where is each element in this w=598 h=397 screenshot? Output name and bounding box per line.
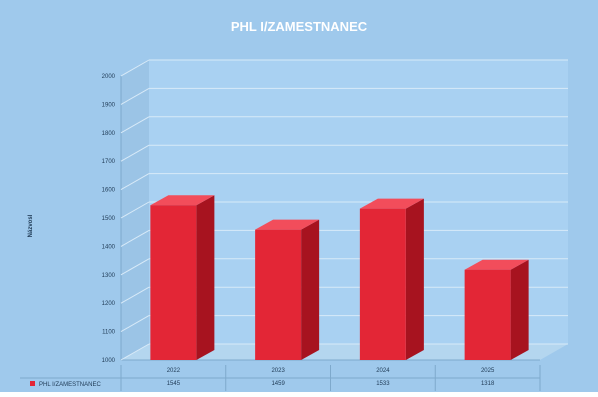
y-tick-label: 1800	[102, 131, 116, 137]
y-grid-depth-line	[120, 173, 150, 191]
x-tick-label: 2025	[481, 368, 495, 374]
bar-side-2022	[196, 195, 215, 360]
y-tick-label: 1900	[102, 102, 116, 108]
plot-floor	[121, 344, 568, 360]
data-table-value: 1545	[167, 381, 181, 387]
x-tick-label: 2023	[271, 368, 285, 374]
data-table-value: 1533	[376, 381, 390, 387]
bar-2023	[255, 229, 302, 360]
data-table-value: 1459	[271, 381, 285, 387]
legend-swatch	[30, 381, 35, 386]
data-table: 1545 1459 1533 1318 PHL I/ZAMESTNANEC	[20, 365, 541, 391]
y-grid-depth-line	[120, 343, 150, 361]
chart-title: PHL I/ZAMESTNANEC	[231, 19, 368, 34]
y-grid-depth-line	[120, 87, 150, 105]
y-grid-depth-line	[120, 59, 150, 77]
y-grid-depth-line	[120, 229, 150, 247]
bar-side-2025	[510, 259, 529, 360]
y-tick-label: 1300	[102, 273, 116, 279]
y-tick-label: 1700	[102, 159, 116, 165]
bar-side-2023	[301, 219, 320, 360]
bar-side-2024	[405, 198, 424, 360]
y-grid-depth-line	[120, 315, 150, 333]
x-tick-label: 2022	[167, 368, 181, 374]
y-tick-label: 1200	[102, 301, 116, 307]
y-tick-label: 1400	[102, 244, 116, 250]
y-tick-label: 1500	[102, 216, 116, 222]
y-tick-label: 1600	[102, 188, 116, 194]
bar-top-2022	[150, 195, 215, 206]
bars-layer	[150, 195, 529, 360]
bar-2024	[359, 208, 406, 360]
y-grid-depth-line	[120, 116, 150, 134]
y-grid-depth-line	[120, 144, 150, 162]
y-tick-label: 2000	[102, 74, 116, 80]
bar-2025	[464, 269, 511, 360]
bar-top-2023	[255, 219, 320, 230]
labels-layer: 2022 2023 2024 2025	[167, 368, 495, 374]
x-tick-label: 2024	[376, 368, 390, 374]
data-table-value: 1318	[481, 381, 495, 387]
y-grid-depth-line	[120, 258, 150, 276]
y-grid-depth-line	[120, 201, 150, 219]
legend-label: PHL I/ZAMESTNANEC	[39, 382, 101, 388]
bar-top-2024	[359, 198, 424, 209]
y-axis-label: Názvosl	[28, 214, 34, 237]
y-tick-label: 1100	[102, 330, 116, 336]
y-grid-depth-line	[120, 286, 150, 304]
y-tick-label: 1000	[102, 358, 116, 364]
bar-top-2025	[464, 259, 529, 270]
bar-2022	[150, 205, 197, 360]
